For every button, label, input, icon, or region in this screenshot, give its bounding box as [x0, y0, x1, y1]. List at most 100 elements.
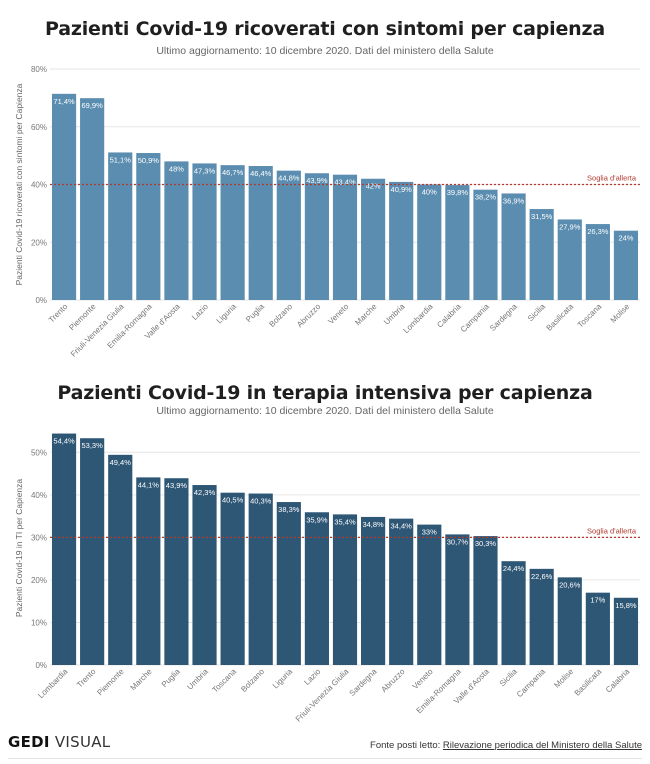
y-tick-label: 0%	[35, 661, 47, 670]
bar-value-label: 42%	[366, 182, 381, 191]
bar-value-label: 17%	[590, 596, 605, 605]
x-tick-label: Campania	[515, 667, 548, 700]
y-tick-label: 0%	[35, 296, 47, 305]
chart-2-subtitle: Ultimo aggiornamento: 10 dicembre 2020. …	[156, 405, 494, 417]
bar-value-label: 34,4%	[391, 522, 413, 531]
x-tick-label: Lazio	[302, 667, 322, 687]
y-tick-label: 20%	[31, 576, 47, 585]
x-tick-label: Piemonte	[95, 667, 126, 698]
x-tick-label: Liguria	[271, 667, 295, 691]
bar-puglia	[248, 166, 273, 300]
logo-visual: VISUAL	[49, 733, 111, 751]
bar-sicilia	[529, 209, 554, 300]
bar-value-label: 46,7%	[222, 168, 244, 177]
x-tick-label: Umbria	[185, 667, 210, 692]
bar-value-label: 34,8%	[362, 520, 384, 529]
bar-value-label: 39,8%	[447, 188, 469, 197]
bar-value-label: 38,3%	[278, 505, 300, 514]
bar-marche	[361, 178, 386, 300]
bar-value-label: 27,9%	[559, 222, 581, 231]
bar-value-label: 30,7%	[447, 537, 469, 546]
y-tick-label: 20%	[31, 238, 47, 247]
bar-calabria	[613, 597, 639, 665]
x-tick-label: Molise	[552, 667, 575, 690]
bar-basilicata	[585, 592, 610, 665]
bar-veneto	[332, 174, 358, 300]
bar-valle-d-aosta	[164, 161, 189, 300]
bar-value-label: 49,4%	[110, 458, 132, 467]
bar-value-label: 35,9%	[306, 515, 328, 524]
x-tick-label: Abruzzo	[379, 667, 407, 695]
bar-molise	[557, 577, 582, 665]
bar-value-label: 24,4%	[503, 564, 525, 573]
bar-sardegna	[501, 193, 526, 300]
x-tick-label: Calabria	[604, 667, 632, 695]
chart-2-terapia-intensiva: 0% 10% 20% 30% 40% 50% Pazienti Covid-19 in TI…	[14, 433, 640, 724]
x-tick-label: Trento	[75, 667, 98, 690]
bar-value-label: 40%	[422, 188, 437, 197]
bar-value-label: 42,3%	[194, 488, 216, 497]
bar-value-label: 40,3%	[250, 497, 272, 506]
bar-value-label: 35,4%	[334, 517, 356, 526]
bar-value-label: 24%	[618, 234, 633, 243]
threshold-label: Soglia d'allerta	[587, 526, 637, 535]
x-tick-label: Bolzano	[239, 667, 266, 694]
bar-piemonte	[80, 98, 105, 300]
bar-value-label: 33%	[422, 528, 437, 537]
bar-liguria	[276, 502, 301, 665]
bar-campania	[529, 568, 554, 665]
bar-value-label: 38,2%	[475, 193, 497, 202]
bar-emilia-romagna	[445, 534, 470, 665]
bar-puglia	[164, 478, 189, 665]
bar-value-label: 20,6%	[559, 580, 581, 589]
bar-campania	[473, 189, 498, 300]
x-tick-label: Lombardia	[36, 667, 69, 700]
y-tick-label: 50%	[31, 448, 47, 457]
bar-value-label: 53,3%	[82, 441, 104, 450]
bar-value-label: 44,8%	[278, 174, 300, 183]
x-tick-label: Basilicata	[573, 667, 604, 698]
bar-value-label: 54,4%	[53, 437, 75, 446]
bar-value-label: 43,4%	[334, 178, 356, 187]
bar-abruzzo	[389, 518, 414, 665]
source-link[interactable]: Rilevazione periodica del Ministero dell…	[442, 740, 642, 751]
bar-bolzano	[276, 170, 301, 300]
bar-toscana	[585, 224, 610, 300]
bar-lombardia	[417, 184, 442, 300]
bar-value-label: 22,6%	[531, 572, 553, 581]
y-tick-label: 10%	[31, 618, 47, 627]
bar-value-label: 44,1%	[138, 480, 160, 489]
bar-value-label: 15,8%	[615, 601, 637, 610]
bar-value-label: 43,9%	[166, 481, 188, 490]
y-tick-label: 40%	[31, 491, 47, 500]
bar-friuli-venezia-giulia	[332, 514, 358, 665]
threshold-label: Soglia d'allerta	[587, 174, 637, 183]
bar-value-label: 26,3%	[587, 227, 609, 236]
bar-abruzzo	[304, 173, 329, 300]
bar-marche	[136, 477, 161, 665]
bar-value-label: 46,4%	[250, 169, 272, 178]
bar-toscana	[220, 492, 245, 665]
bar-piemonte	[108, 454, 133, 665]
chart-1-subtitle: Ultimo aggiornamento: 10 dicembre 2020. …	[156, 45, 494, 57]
source-note: Fonte posti letto: Rilevazione periodica…	[370, 740, 642, 751]
y-tick-label: 30%	[31, 533, 47, 542]
bar-basilicata	[557, 219, 582, 300]
bar-value-label: 51,1%	[110, 155, 132, 164]
bar-sicilia	[501, 561, 526, 665]
bar-bolzano	[248, 493, 273, 665]
chart-1-ricoverati: 0% 20% 40% 60% 80% Pazienti Covid-19 ricovera…	[14, 65, 640, 359]
x-tick-label: Friuli-Venezia Giulia	[294, 667, 351, 724]
bar-value-label: 40,5%	[222, 496, 244, 505]
bar-value-label: 71,4%	[53, 97, 75, 106]
bar-value-label: 69,9%	[82, 101, 104, 110]
x-tick-label: Veneto	[411, 667, 435, 691]
bar-emilia-romagna	[136, 153, 161, 300]
bar-lazio	[192, 163, 217, 300]
bar-value-label: 48%	[169, 164, 184, 173]
x-tick-label: Puglia	[160, 667, 182, 689]
bar-sardegna	[361, 516, 386, 665]
x-tick-label: Marche	[129, 667, 155, 693]
bar-trento	[51, 93, 77, 301]
x-tick-label: Sicilia	[498, 667, 520, 689]
